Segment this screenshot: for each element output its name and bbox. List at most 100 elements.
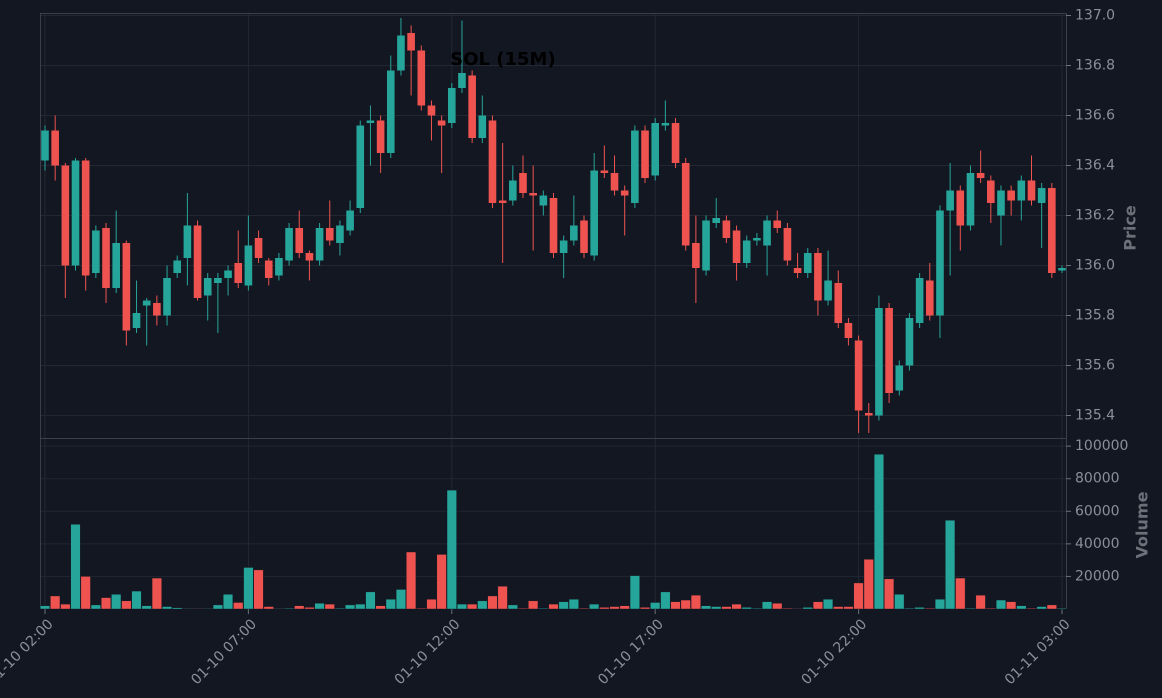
candle-body [488,120,497,203]
y-tick-label: 100000 [1075,438,1128,454]
candle-body [254,238,263,258]
candle-body [1037,188,1046,203]
volume-bar [589,603,600,610]
candle-body [366,120,375,123]
volume-bar [823,599,834,610]
volume-bar [1036,606,1047,610]
candle-body [712,218,721,223]
volume-bar [60,603,71,610]
candle-body [356,125,365,208]
y-tick-label: 80000 [1075,471,1120,487]
candle-body [427,105,436,116]
volume-bar [141,605,152,610]
candle-body [692,243,700,268]
candle-body [702,220,710,271]
candle-body [732,230,741,263]
candle-body [315,228,324,261]
volume-bar [131,590,142,610]
candle-body [142,300,151,306]
candle-body [875,308,883,416]
volume-bar [507,604,518,610]
volume-bar [324,603,335,610]
candle-body [173,260,182,273]
volume-bar [812,601,823,610]
candle-body [631,130,639,203]
candle-body [1027,180,1036,201]
candle-body [214,278,222,283]
y-tick-label: 135.6 [1075,358,1115,374]
candle-body [224,270,232,278]
volume-bar [853,582,864,610]
candle-body [183,225,192,258]
volume-bar [1026,607,1037,610]
candle-body [580,220,588,253]
volume-bar [1016,605,1027,610]
candle-body [1007,190,1015,201]
volume-bar [884,578,895,610]
volume-bar [741,607,752,610]
volume-bar [304,607,315,610]
volume-bar [1057,607,1067,610]
y-tick-label: 136.0 [1075,258,1115,274]
candle-body [498,200,507,203]
candle-body [773,220,782,228]
candle-body [987,180,995,203]
candle-body [620,190,629,196]
volume-bar [151,577,162,610]
volume-bar [416,607,427,610]
candle-body [509,180,517,201]
candle-body [51,130,59,166]
volume-bar [995,599,1006,610]
volume-bar [914,607,925,610]
candle-body [275,258,283,276]
candle-body [1017,180,1026,201]
volume-bar [263,606,274,610]
volume-bar [568,599,579,610]
volume-bar [284,607,295,610]
volume-bar [894,594,905,610]
volume-bar [965,607,976,610]
candle-body [976,173,985,178]
candle-body [864,413,873,416]
volume-bar [456,603,467,610]
y-tick-label: 137.0 [1075,8,1115,24]
candle-body [437,120,446,126]
volume-bar [385,599,396,610]
volume-bar [233,602,244,610]
volume-bar [934,599,945,610]
volume-bar [629,575,640,610]
candle-body [336,225,344,243]
volume-bar [711,606,722,610]
candle-body [610,173,619,191]
candle-body [824,280,832,301]
candle-body [997,190,1005,216]
candle-body [163,278,171,316]
candle-body [407,33,415,51]
volume-bar [345,604,356,610]
candle-body [41,130,49,161]
candle-body [763,220,771,246]
candle-body [722,220,731,238]
candle-body [936,210,944,316]
candle-body [651,123,659,176]
candle-body [234,263,243,283]
candle-body [793,268,802,273]
volume-bar [619,605,630,610]
volume-bar [721,606,732,610]
volume-bar [294,605,305,610]
candle-body [193,225,202,298]
candle-body [295,228,304,253]
volume-bar [314,603,325,610]
volume-bar [924,607,935,610]
candle-body [681,163,690,246]
volume-bar [253,569,264,610]
candle-body [81,160,90,276]
volume-bar [518,607,528,610]
candle-body [468,75,476,138]
candle-body [285,228,293,261]
volume-bar [873,454,884,610]
candle-body [519,173,527,193]
candle-body [570,225,578,241]
